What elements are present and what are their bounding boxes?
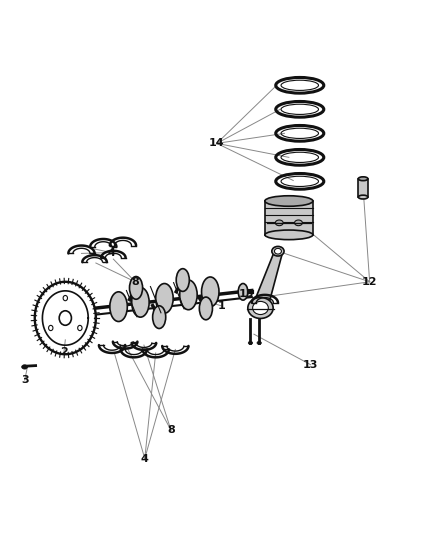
- Text: 14: 14: [209, 139, 225, 148]
- Text: 8: 8: [131, 277, 139, 287]
- Ellipse shape: [180, 280, 197, 310]
- Text: 2: 2: [60, 346, 68, 357]
- Ellipse shape: [176, 269, 189, 292]
- Ellipse shape: [238, 284, 248, 300]
- Ellipse shape: [248, 341, 253, 344]
- Ellipse shape: [272, 246, 284, 256]
- Text: 1: 1: [217, 301, 225, 311]
- Text: 4: 4: [107, 247, 115, 257]
- Ellipse shape: [358, 177, 368, 181]
- Text: 13: 13: [303, 360, 318, 370]
- Ellipse shape: [265, 196, 313, 206]
- Text: 15: 15: [238, 288, 254, 298]
- Ellipse shape: [130, 277, 143, 299]
- Ellipse shape: [132, 287, 149, 317]
- Polygon shape: [265, 201, 313, 235]
- Ellipse shape: [358, 195, 368, 199]
- Ellipse shape: [155, 284, 173, 313]
- Ellipse shape: [110, 292, 127, 321]
- Ellipse shape: [248, 297, 273, 318]
- Polygon shape: [358, 179, 368, 197]
- Ellipse shape: [275, 248, 282, 254]
- Text: 3: 3: [21, 375, 28, 385]
- Ellipse shape: [276, 220, 283, 225]
- Ellipse shape: [294, 220, 302, 225]
- Ellipse shape: [265, 230, 313, 240]
- Ellipse shape: [253, 302, 268, 314]
- Ellipse shape: [199, 297, 212, 320]
- Ellipse shape: [21, 365, 28, 369]
- Ellipse shape: [201, 277, 219, 306]
- Ellipse shape: [49, 325, 53, 330]
- Text: 8: 8: [167, 425, 175, 435]
- Text: 4: 4: [141, 454, 149, 464]
- Ellipse shape: [63, 295, 67, 301]
- Ellipse shape: [78, 325, 82, 330]
- Ellipse shape: [257, 341, 261, 344]
- Polygon shape: [253, 253, 283, 306]
- Text: 12: 12: [362, 277, 378, 287]
- Ellipse shape: [152, 306, 166, 328]
